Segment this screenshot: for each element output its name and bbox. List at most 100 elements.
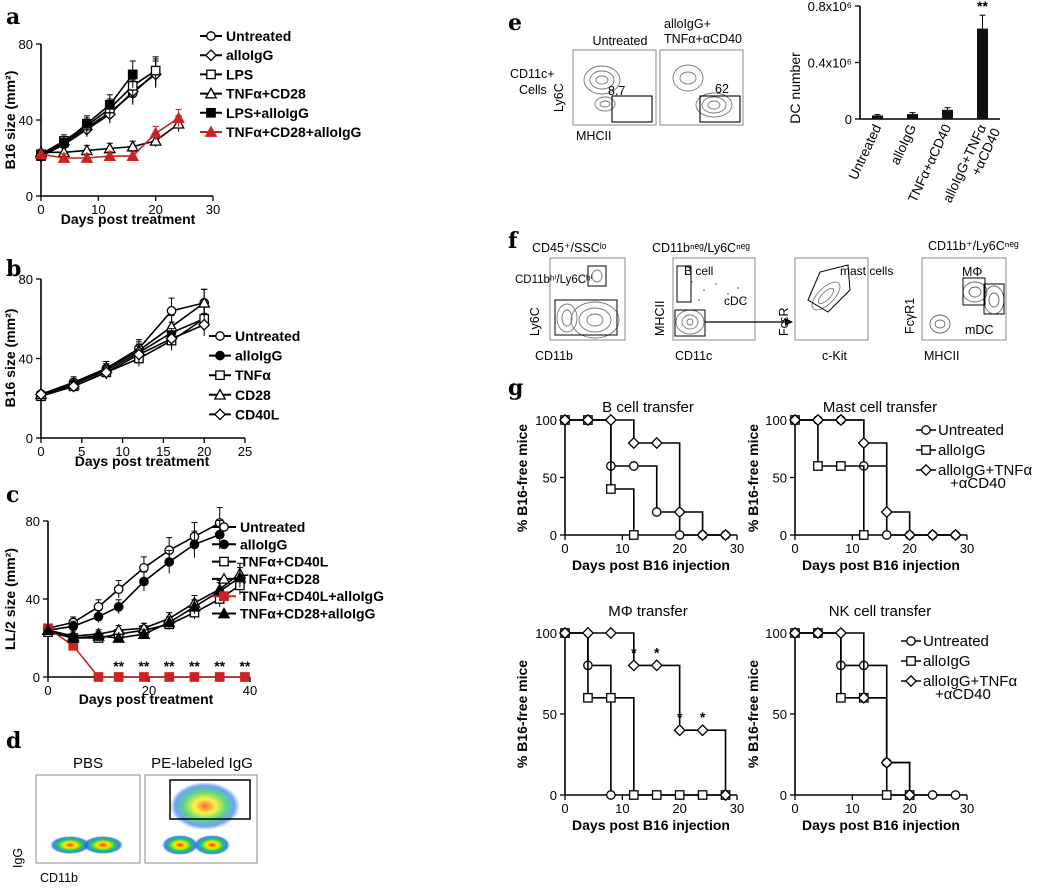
significance-mark: ** [977,0,988,14]
legend-marker [219,556,229,567]
data-point [103,149,117,161]
legend-marker [217,572,231,584]
chart-b: 0 5 10 15 20 25 0 40 80 Days post treatment B16 si… [2,272,300,469]
legend-marker [206,69,216,80]
data-point [137,627,151,639]
legend-label: TNFα+CD40L+alloIgG [240,588,384,604]
significance-mark: ** [164,658,175,674]
data-point [858,530,869,540]
x-axis-label: Days post treatment [75,453,210,469]
data-point [197,296,211,308]
x-tick-label: 20 [902,801,916,816]
flow-f-p3-xlabel: c-Kit [822,349,848,363]
data-point [927,790,938,800]
flow-f-p4-xlabel: MHCII [924,349,959,363]
legend-label: alloIgG [235,348,283,364]
x-tick-label: 10 [615,541,629,556]
legend-marker [204,125,218,137]
data-point [697,790,708,800]
flow-f-p2-gate1: B cell [684,264,713,278]
x-tick-label: 20 [672,541,686,556]
flow-d-xlabel: CD11b [40,871,78,885]
data-point [813,461,823,471]
data-point [880,756,893,769]
y-tick-label: 0 [33,670,40,685]
flow-f-p1-ylabel: Ly6C [528,307,542,336]
x-tick-label: 20 [148,202,162,217]
x-tick-label: 20 [672,801,686,816]
x-tick-label: 0 [44,683,51,698]
data-point [214,672,225,682]
data-point [198,318,211,331]
flow-d-density [194,835,230,855]
flow-f-p2-title: CD11bⁿᵉᵍ/Ly6Cⁿᵉᵍ [652,241,750,255]
flow-f-p2-box [672,257,756,341]
data-point [93,611,104,622]
flow-d-density [162,835,198,855]
data-point [788,626,802,640]
flow-f-p3-contours [811,281,841,311]
data-point [834,626,847,640]
panel-label-d: d [6,728,21,754]
chart-a: 0 10 20 30 0 40 80 Days post treatment B16 size … [2,28,362,227]
series-line [40,73,134,157]
legend-marker [204,87,218,99]
flow-e-right-box [659,49,744,126]
flow-f-p4-title: CD11b⁺/Ly6Cⁿᵉᵍ [928,239,1019,253]
panel-label-b: b [6,256,21,282]
series-line [565,632,726,796]
legend-label: alloIgG+TNFα [923,673,1017,690]
x-tick-label: 20 [902,541,916,556]
data-point [857,436,870,450]
significance-mark: * [631,644,637,660]
legend-marker [215,331,225,341]
flow-panel-f: CD45⁺/SSCˡᵒ CD11bʰⁱ/Ly6Cʰⁱ Ly6C CD11b CD… [515,239,1019,363]
legend-label: TNFα+CD40L [240,554,329,570]
data-point [903,788,916,802]
flow-e-gate [611,95,653,123]
data-point [172,111,185,123]
y-axis-label: B16 size (mm²) [2,71,18,170]
data-point [673,724,686,737]
legend-label: +αCD40 [935,686,991,703]
data-point [82,118,92,129]
data-point [674,790,685,800]
data-point [857,691,870,704]
series-line [795,632,910,796]
legend-label: LPS [226,66,253,82]
x-axis-label: Days post treatment [79,691,214,707]
chart-title: MΦ transfer [608,603,687,620]
y-tick-label: 50 [543,471,557,486]
y-axis-label: % B16-free mice [514,424,530,532]
data-point [113,672,124,682]
data-point [166,305,177,316]
data-point [67,380,80,393]
flow-f-p2-ylabel: MHCII [653,301,667,336]
legend-marker [215,370,225,381]
x-axis-label: Days post B16 injection [572,817,730,833]
data-point [66,631,80,643]
data-point [188,600,201,612]
data-point [93,601,104,612]
data-point [68,640,79,651]
data-point [606,692,616,703]
data-point [719,528,732,542]
data-point [139,562,149,573]
y-axis-label: B16 size (mm²) [2,309,18,408]
data-point [93,672,104,682]
y-tick-label: 0 [780,788,787,803]
data-point [162,615,176,628]
data-point [558,413,572,427]
data-point [189,539,200,550]
y-tick-label: 0 [845,112,852,127]
legend-marker [217,606,231,619]
y-tick-label: 0.8x10⁶ [808,0,852,14]
legend-label: alloIgG [240,536,288,552]
data-point [628,790,639,800]
legend-label: Untreated [923,633,989,650]
x-tick-label: alloIgG [888,122,920,167]
series-line [40,302,205,396]
x-axis-label: Days post B16 injection [572,557,730,573]
data-point [104,99,115,110]
flow-f-p2-gate [674,309,706,337]
